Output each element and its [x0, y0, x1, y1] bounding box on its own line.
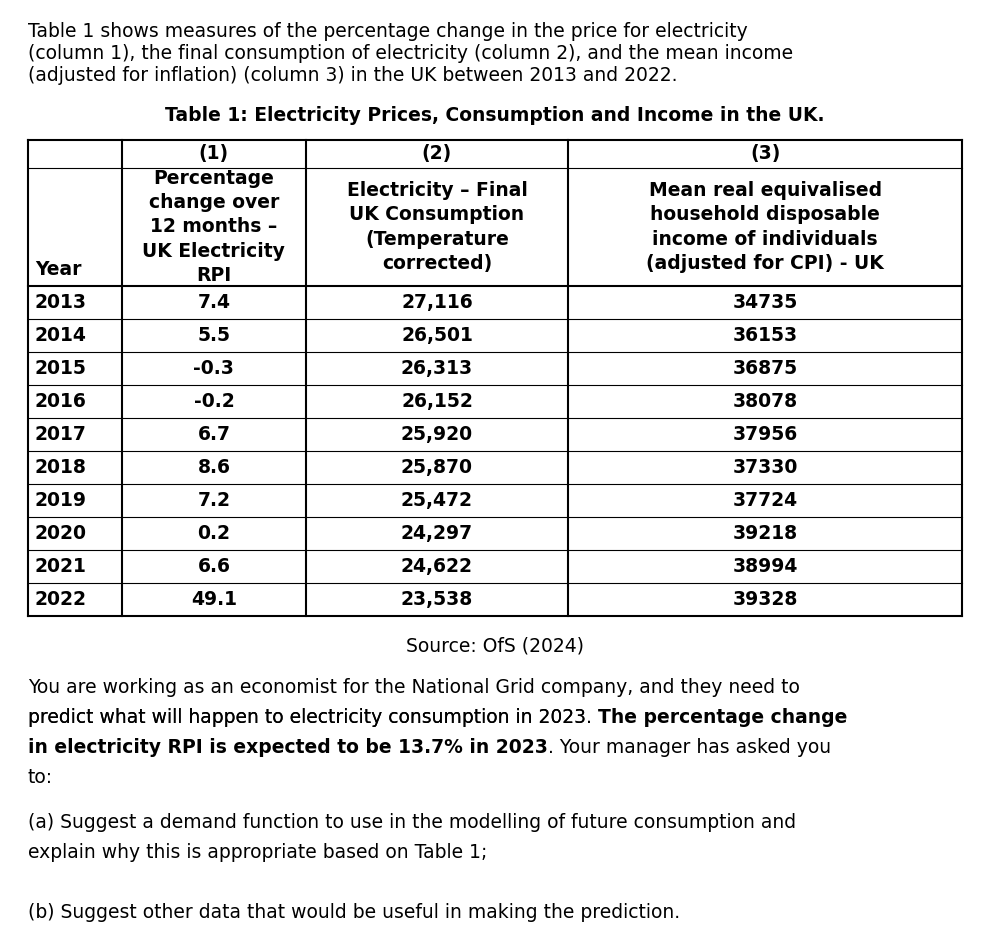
Text: 36153: 36153: [733, 326, 798, 345]
Text: 7.2: 7.2: [197, 491, 231, 510]
Text: 23,538: 23,538: [401, 590, 473, 609]
Text: predict what will happen to electricity consumption in 2023.: predict what will happen to electricity …: [28, 708, 598, 727]
Text: 38994: 38994: [733, 557, 798, 576]
Text: . Your manager has asked you: . Your manager has asked you: [547, 738, 831, 757]
Text: (adjusted for inflation) (column 3) in the UK between 2013 and 2022.: (adjusted for inflation) (column 3) in t…: [28, 66, 677, 85]
Text: 25,472: 25,472: [401, 491, 473, 510]
Text: Year: Year: [35, 260, 81, 279]
Text: in electricity RPI is expected to be 13.7% in 2023: in electricity RPI is expected to be 13.…: [28, 738, 547, 757]
Text: 0.2: 0.2: [197, 524, 231, 543]
Text: (2): (2): [422, 145, 452, 164]
Text: (a) Suggest a demand function to use in the modelling of future consumption and: (a) Suggest a demand function to use in …: [28, 813, 796, 832]
Text: You are working as an economist for the National Grid company, and they need to: You are working as an economist for the …: [28, 678, 800, 697]
Text: 6.7: 6.7: [197, 425, 231, 444]
Text: 5.5: 5.5: [197, 326, 231, 345]
Text: 24,297: 24,297: [401, 524, 473, 543]
Text: Percentage
change over
12 months –
UK Electricity
RPI: Percentage change over 12 months – UK El…: [143, 169, 285, 285]
Text: 2013: 2013: [35, 293, 87, 312]
Text: 25,870: 25,870: [401, 458, 473, 477]
Text: Table 1 shows measures of the percentage change in the price for electricity: Table 1 shows measures of the percentage…: [28, 22, 747, 41]
Text: 2017: 2017: [35, 425, 87, 444]
Text: 2019: 2019: [35, 491, 87, 510]
Text: The percentage change: The percentage change: [598, 708, 847, 727]
Text: 2022: 2022: [35, 590, 87, 609]
Text: 26,152: 26,152: [401, 392, 473, 411]
Text: 26,501: 26,501: [401, 326, 473, 345]
Text: 2016: 2016: [35, 392, 87, 411]
Text: 2014: 2014: [35, 326, 87, 345]
Text: 34735: 34735: [733, 293, 798, 312]
Text: 39218: 39218: [733, 524, 798, 543]
Text: -0.3: -0.3: [193, 359, 235, 378]
Text: 26,313: 26,313: [401, 359, 473, 378]
Text: 6.6: 6.6: [197, 557, 231, 576]
Text: (column 1), the final consumption of electricity (column 2), and the mean income: (column 1), the final consumption of ele…: [28, 44, 793, 63]
Text: (1): (1): [199, 145, 229, 164]
Text: Mean real equivalised
household disposable
income of individuals
(adjusted for C: Mean real equivalised household disposab…: [646, 181, 884, 273]
Text: 49.1: 49.1: [191, 590, 237, 609]
Text: 39328: 39328: [733, 590, 798, 609]
Text: 37330: 37330: [733, 458, 798, 477]
Text: Table 1: Electricity Prices, Consumption and Income in the UK.: Table 1: Electricity Prices, Consumption…: [165, 106, 825, 125]
Text: 2018: 2018: [35, 458, 87, 477]
Text: 25,920: 25,920: [401, 425, 473, 444]
Text: Source: OfS (2024): Source: OfS (2024): [406, 636, 584, 655]
Text: 2021: 2021: [35, 557, 87, 576]
Text: 2015: 2015: [35, 359, 87, 378]
Text: 37956: 37956: [733, 425, 798, 444]
Text: 24,622: 24,622: [401, 557, 473, 576]
Text: predict what will happen to electricity consumption in 2023.: predict what will happen to electricity …: [28, 708, 598, 727]
Text: (3): (3): [750, 145, 780, 164]
Text: 38078: 38078: [733, 392, 798, 411]
Text: (b) Suggest other data that would be useful in making the prediction.: (b) Suggest other data that would be use…: [28, 903, 680, 922]
Text: Electricity – Final
UK Consumption
(Temperature
corrected): Electricity – Final UK Consumption (Temp…: [346, 181, 528, 273]
Text: 37724: 37724: [733, 491, 798, 510]
Text: to:: to:: [28, 768, 53, 787]
Text: 8.6: 8.6: [197, 458, 231, 477]
Text: 27,116: 27,116: [401, 293, 473, 312]
Text: explain why this is appropriate based on Table 1;: explain why this is appropriate based on…: [28, 843, 487, 862]
Text: 7.4: 7.4: [197, 293, 231, 312]
Text: 2020: 2020: [35, 524, 87, 543]
Text: 36875: 36875: [733, 359, 798, 378]
Text: -0.2: -0.2: [193, 392, 235, 411]
